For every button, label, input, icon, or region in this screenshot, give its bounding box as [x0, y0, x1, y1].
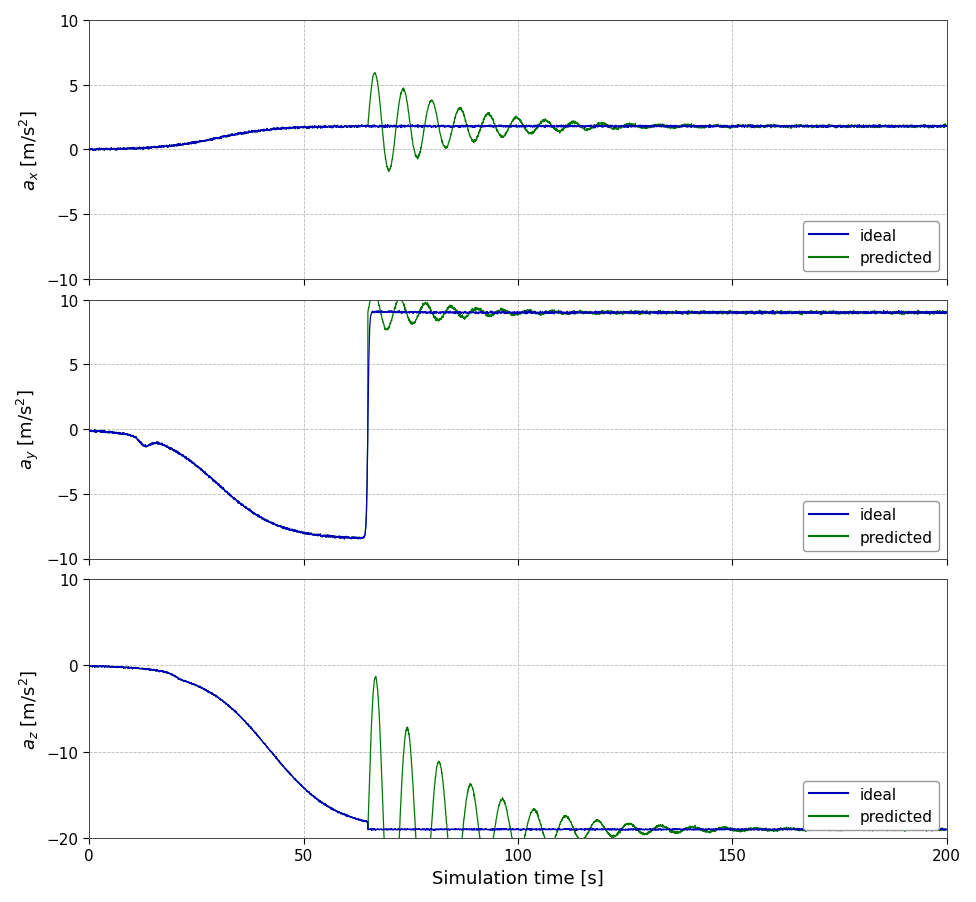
Y-axis label: $a_x$ [m/s$^2$]: $a_x$ [m/s$^2$]: [19, 110, 41, 190]
Y-axis label: $a_z$ [m/s$^2$]: $a_z$ [m/s$^2$]: [19, 668, 41, 749]
Legend: ideal, predicted: ideal, predicted: [803, 222, 939, 272]
Y-axis label: $a_y$ [m/s$^2$]: $a_y$ [m/s$^2$]: [15, 389, 41, 470]
X-axis label: Simulation time [s]: Simulation time [s]: [432, 869, 604, 887]
Legend: ideal, predicted: ideal, predicted: [803, 780, 939, 831]
Legend: ideal, predicted: ideal, predicted: [803, 502, 939, 551]
